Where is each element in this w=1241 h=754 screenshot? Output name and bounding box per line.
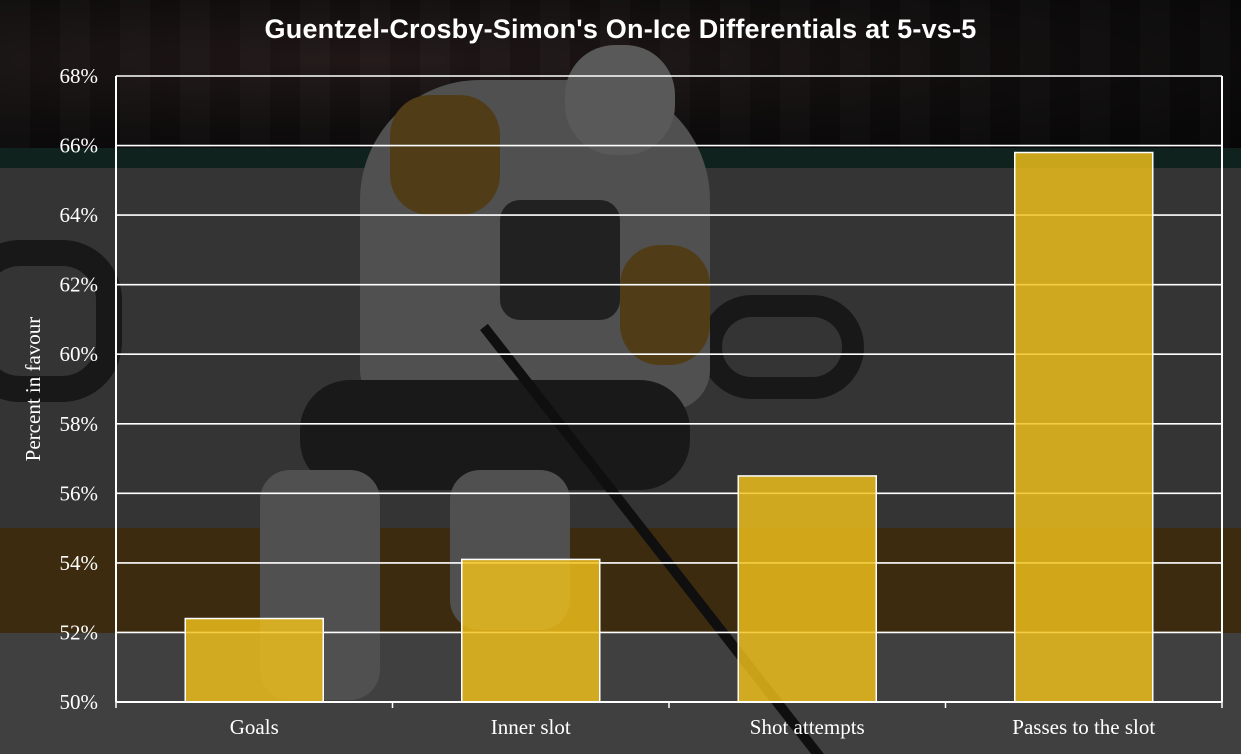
player-jersey-shape [620, 245, 710, 365]
x-tick-label: Passes to the slot [1012, 715, 1155, 739]
player-helmet [565, 45, 675, 155]
x-tick-label: Shot attempts [750, 715, 865, 739]
y-tick-labels: 50% 52% 54% 56% 58% 60% 62% 64% 66% 68% [60, 64, 99, 714]
y-tick-label: 58% [60, 412, 99, 436]
y-axis-label: Percent in favour [21, 317, 45, 462]
player-logo-shape [500, 200, 620, 320]
y-tick-label: 68% [60, 64, 99, 88]
bar-shot-attempts [737, 475, 877, 703]
chart-title: Guentzel-Crosby-Simon's On-Ice Different… [264, 14, 977, 44]
x-tick-labels: Goals Inner slot Shot attempts Passes to th… [230, 715, 1156, 739]
y-tick-label: 54% [60, 551, 99, 575]
bar-inner-slot [461, 558, 601, 703]
bar-goals [184, 617, 324, 703]
y-tick-label: 62% [60, 273, 99, 297]
y-tick-label: 66% [60, 134, 99, 158]
player-jersey-shape [390, 95, 500, 215]
bar-passes-to-the-slot [1014, 151, 1154, 703]
x-tick-label: Goals [230, 715, 279, 739]
y-tick-label: 52% [60, 620, 99, 644]
x-tick-label: Inner slot [491, 715, 571, 739]
bars [184, 151, 1154, 703]
y-tick-label: 50% [60, 690, 99, 714]
y-tick-label: 60% [60, 342, 99, 366]
axes [115, 76, 1223, 708]
y-tick-label: 64% [60, 203, 99, 227]
y-tick-label: 56% [60, 481, 99, 505]
